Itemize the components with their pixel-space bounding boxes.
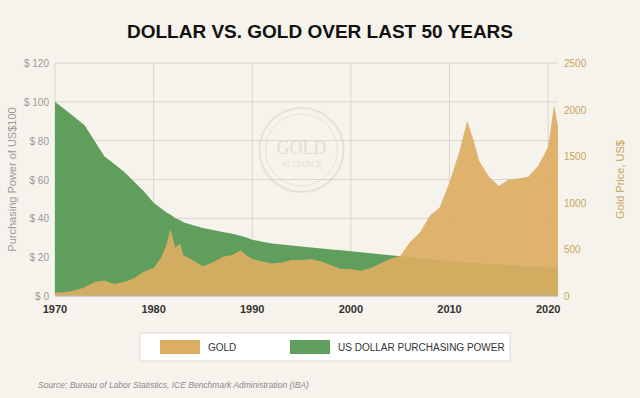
x-tick-label: 1990 [240,303,264,315]
y-tick-label: $ 60 [30,175,50,186]
y2-tick-label: 500 [564,244,581,255]
y-tick-label: $ 20 [30,252,50,263]
legend-label: GOLD [208,342,236,353]
y-tick-label: $ 80 [30,136,50,147]
legend-swatch [290,340,330,354]
y-tick-label: $ 0 [35,291,49,302]
x-tick-label: 1970 [43,303,67,315]
title: DOLLAR VS. GOLD OVER LAST 50 YEARS [127,21,513,42]
plot-data [55,102,558,296]
legend-swatch [160,340,200,354]
y-axis-title: Purchasing Power of US$100 [6,107,18,251]
grid-line [55,63,558,64]
grid-line [55,101,558,102]
y2-tick-label: 0 [564,291,570,302]
watermark-ring [260,108,344,192]
grid-line [55,296,558,297]
background [0,0,640,398]
y2-tick-label: 2500 [564,58,587,69]
x-axis [55,296,558,297]
watermark: GOLD ALLIANCE [260,108,344,192]
watermark-text: ALLIANCE [282,160,322,169]
y2-tick-label: 2000 [564,105,587,116]
watermark-ring [266,114,338,186]
x-tick-label: 2020 [536,303,560,315]
y-tick-label: $ 40 [30,213,50,224]
x-tick-label: 2010 [437,303,461,315]
grid [55,63,558,296]
x-tick-label: 1980 [141,303,165,315]
source: Source: Bureau of Labor Statistics, ICE … [38,380,309,390]
y2-tick-label: 1500 [564,151,587,162]
area [55,102,558,296]
watermark-text: GOLD [277,138,327,158]
x-tick-label: 2000 [339,303,363,315]
legend: GOLD US DOLLAR PURCHASING POWER [140,333,510,361]
legend-label: US DOLLAR PURCHASING POWER [338,342,505,353]
y2-tick-label: 1000 [564,198,587,209]
area [55,105,558,296]
y-tick-label: $ 120 [24,58,49,69]
y2-axis-title: Gold Price, US$ [614,140,626,219]
y-tick-label: $ 100 [24,97,49,108]
chart: DOLLAR VS. GOLD OVER LAST 50 YEARS GOLD AL… [0,0,640,398]
legend-box [140,333,510,361]
